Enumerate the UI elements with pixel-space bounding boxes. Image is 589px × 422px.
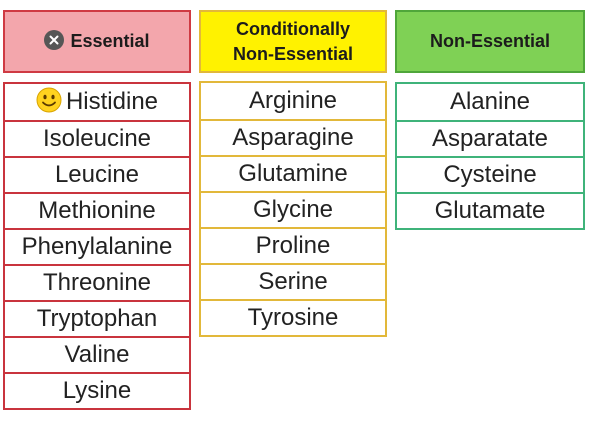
conditional-header-line2: Non-Essential [232, 43, 354, 64]
list-item: Alanine [449, 88, 531, 115]
item-label: Histidine [65, 88, 159, 115]
list-item: Serine [201, 263, 385, 299]
list-item: Valine [5, 336, 189, 372]
close-icon[interactable] [44, 29, 65, 50]
conditional-list: Arginine Asparagine Glutamine Glycine Pr… [199, 81, 387, 337]
list-item: Arginine [248, 87, 338, 114]
nonessential-header: Non-Essential [395, 10, 585, 73]
list-item: Tyrosine [201, 299, 385, 335]
essential-header: Essential [3, 10, 191, 73]
nonessential-column: Non-Essential Alanine Asparatate Cystein… [395, 10, 585, 230]
essential-list: Histidine Isoleucine Leucine Methionine … [3, 82, 191, 410]
nonessential-list: Alanine Asparatate Cysteine Glutamate [395, 82, 585, 230]
list-item: Histidine [5, 84, 189, 120]
list-item: Asparagine [201, 119, 385, 155]
conditional-header: Conditionally Non-Essential [199, 10, 387, 73]
list-item: Lysine [5, 372, 189, 408]
list-item: Cysteine [397, 156, 583, 192]
list-item: Phenylalanine [5, 228, 189, 264]
nonessential-header-label: Non-Essential [429, 31, 551, 51]
list-item: Methionine [5, 192, 189, 228]
list-item: Glutamine [201, 155, 385, 191]
conditional-column: Conditionally Non-Essential Arginine Asp… [199, 10, 387, 337]
essential-column: Essential Histidine Isoleucine Leucine M… [3, 10, 191, 410]
list-item: Leucine [5, 156, 189, 192]
list-item: Glycine [201, 191, 385, 227]
smiley-icon [36, 87, 62, 113]
list-item: Isoleucine [5, 120, 189, 156]
list-item: Tryptophan [5, 300, 189, 336]
conditional-header-line1: Conditionally [236, 18, 350, 39]
list-item: Glutamate [397, 192, 583, 228]
essential-header-label: Essential [70, 31, 150, 51]
list-item: Threonine [5, 264, 189, 300]
list-item: Asparatate [397, 120, 583, 156]
list-item: Proline [201, 227, 385, 263]
